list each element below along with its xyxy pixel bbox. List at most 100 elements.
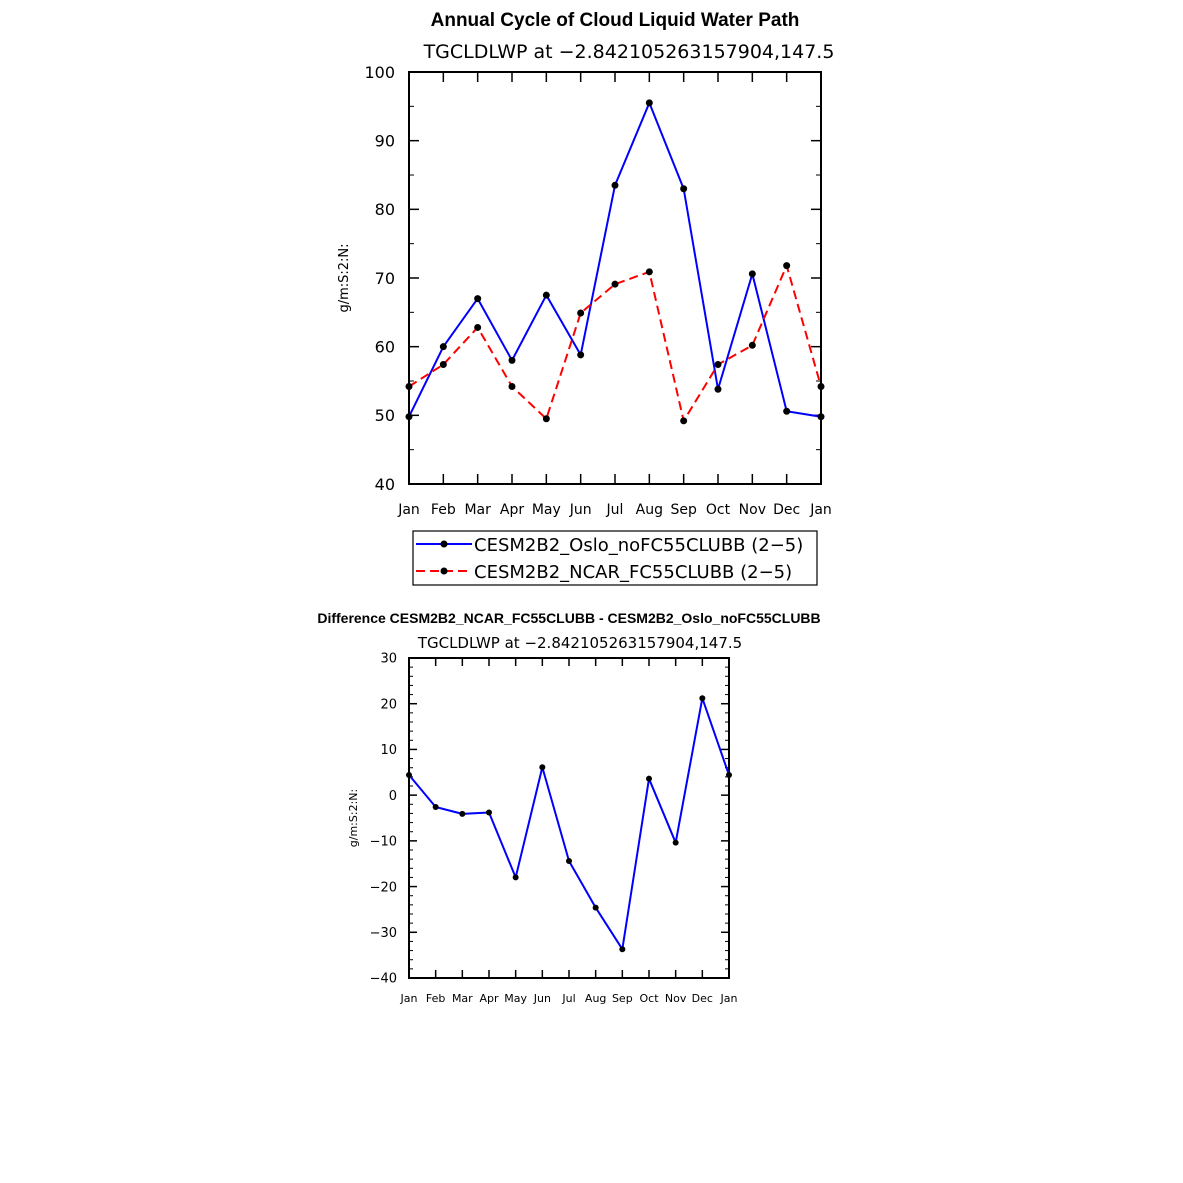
x-tick-label: Jun	[533, 992, 551, 1005]
y-tick-label: −30	[370, 926, 397, 941]
data-point	[680, 185, 688, 193]
data-point	[748, 270, 756, 278]
legend-label-ncar: CESM2B2_NCAR_FC55CLUBB (2−5)	[474, 562, 792, 583]
data-point	[542, 415, 550, 423]
legend-box	[412, 530, 818, 586]
data-point	[577, 309, 585, 317]
data-point	[645, 99, 653, 107]
y-tick-label: 20	[380, 697, 397, 712]
x-tick-label: Jun	[569, 502, 592, 518]
data-point	[577, 351, 585, 359]
x-tick-label: Mar	[464, 502, 491, 518]
data-point	[611, 181, 619, 189]
x-tick-label: May	[504, 992, 527, 1005]
chart-title: Annual Cycle of Cloud Liquid Water Path	[431, 10, 800, 31]
legend-label-oslo: CESM2B2_Oslo_noFC55CLUBB (2−5)	[474, 535, 803, 556]
legend-marker-ncar	[440, 567, 448, 575]
x-tick-label: Jul	[561, 992, 575, 1005]
series-line	[408, 101, 822, 418]
y-tick-label: 80	[375, 200, 395, 219]
x-tick-label: Oct	[639, 992, 659, 1005]
data-point	[714, 385, 722, 393]
x-tick-label: Feb	[431, 502, 456, 518]
x-tick-label: Sep	[670, 502, 697, 518]
data-point	[512, 874, 519, 881]
data-point	[680, 417, 688, 425]
legend-marker-oslo	[440, 540, 448, 548]
y-tick-label: −20	[370, 880, 397, 895]
data-point	[592, 904, 599, 911]
x-tick-label: Sep	[612, 992, 633, 1005]
data-point	[817, 413, 825, 421]
x-tick-label: Apr	[500, 502, 524, 518]
annual-cycle-chart: Annual Cycle of Cloud Liquid Water Path …	[337, 10, 835, 586]
series-line	[408, 697, 730, 951]
x-tick-label: Jan	[397, 502, 420, 518]
y-tick-label: 90	[375, 131, 395, 150]
x-tick-label: Dec	[692, 992, 713, 1005]
data-point	[432, 804, 439, 811]
data-point	[611, 280, 619, 288]
data-point	[405, 413, 413, 421]
x-tick-label: Nov	[665, 992, 687, 1005]
diff-chart-subtitle: TGCLDLWP at −2.842105263157904,147.5	[417, 634, 742, 652]
y-tick-label: −10	[370, 835, 397, 850]
data-point	[783, 262, 791, 270]
data-point	[439, 343, 447, 351]
data-point	[439, 361, 447, 369]
data-point	[406, 772, 412, 779]
data-point	[714, 361, 722, 369]
data-point	[646, 775, 652, 782]
y-tick-label: 100	[364, 63, 395, 82]
y-axis-label: g/m:S:2:N:	[337, 243, 352, 312]
data-point	[566, 857, 572, 864]
data-point	[783, 407, 791, 415]
data-point	[645, 268, 653, 276]
y-tick-label: 40	[375, 475, 395, 494]
y-tick-label: 10	[380, 743, 397, 758]
data-point	[459, 810, 466, 817]
chart-subtitle: TGCLDLWP at −2.842105263157904,147.5	[423, 41, 835, 63]
x-tick-label: Jan	[400, 992, 418, 1005]
series-line	[408, 264, 822, 422]
y-tick-label: 70	[375, 269, 395, 288]
x-tick-label: Mar	[452, 992, 473, 1005]
data-point	[748, 341, 756, 349]
data-point	[542, 291, 550, 299]
y-tick-label: 30	[380, 652, 397, 667]
x-tick-label: Jan	[809, 502, 832, 518]
x-tick-label: Oct	[706, 502, 731, 518]
x-tick-label: Aug	[636, 502, 663, 518]
x-tick-label: Jul	[606, 502, 624, 518]
data-point	[817, 382, 825, 390]
data-point	[474, 323, 482, 331]
data-point	[726, 772, 732, 779]
data-point	[474, 295, 482, 303]
data-point	[619, 946, 626, 953]
data-point	[699, 695, 706, 702]
data-point	[539, 764, 546, 771]
difference-chart: Difference CESM2B2_NCAR_FC55CLUBB - CESM…	[317, 610, 820, 1005]
x-tick-label: Aug	[585, 992, 606, 1005]
data-point	[405, 382, 413, 390]
data-point	[508, 382, 516, 390]
x-tick-label: Nov	[739, 502, 766, 518]
x-tick-label: Jan	[720, 992, 738, 1005]
plot-frame	[408, 71, 822, 485]
y-tick-label: 60	[375, 337, 395, 356]
diff-y-axis-label: g/m:S:2:N:	[347, 789, 360, 847]
data-point	[508, 356, 516, 364]
diff-plot-area: −40 −30 −20 −10 0 10 20 30 Jan Feb Mar Apr May Jun Jul…	[370, 652, 738, 1005]
y-tick-label: −40	[370, 972, 397, 987]
legend: CESM2B2_Oslo_noFC55CLUBB (2−5) CESM2B2_N…	[412, 530, 818, 586]
x-tick-label: Dec	[773, 502, 800, 518]
y-tick-label: 50	[375, 406, 395, 425]
diff-chart-title: Difference CESM2B2_NCAR_FC55CLUBB - CESM…	[317, 610, 820, 626]
data-point	[672, 839, 679, 846]
data-point	[486, 809, 492, 816]
y-tick-label: 0	[389, 789, 397, 804]
x-tick-label: Feb	[426, 992, 445, 1005]
x-tick-label: May	[532, 502, 561, 518]
x-tick-label: Apr	[479, 992, 499, 1005]
